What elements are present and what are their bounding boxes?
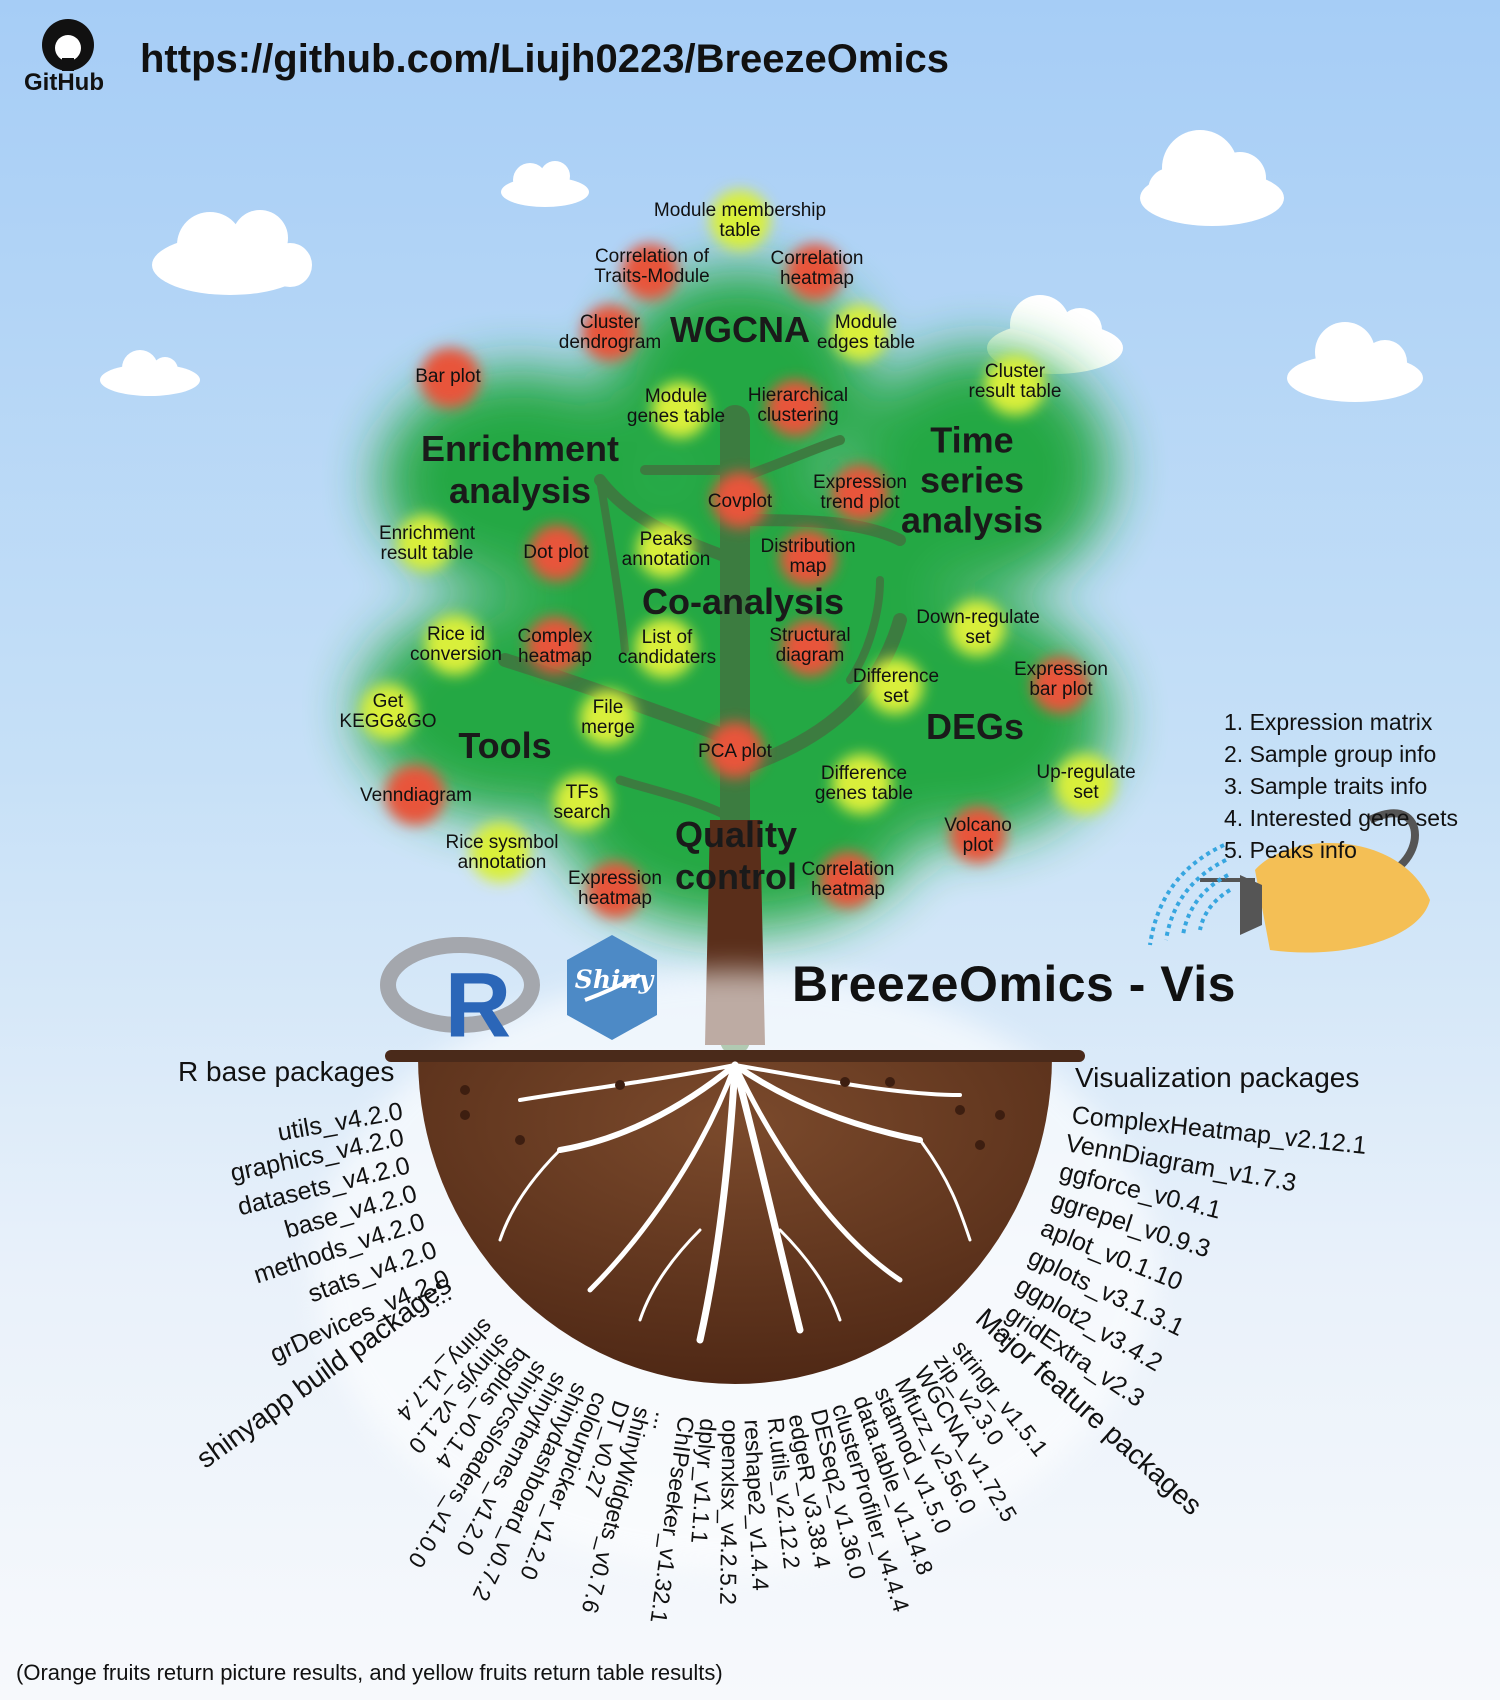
fruit-up-regulate-set[interactable]: Up-regulate set — [1036, 762, 1136, 803]
fruit-complex-heatmap[interactable]: Complex heatmap — [517, 626, 593, 667]
soil-pot — [418, 1057, 1052, 1384]
category-time-series-line1: Time — [930, 419, 1014, 461]
input-item: 2. Sample group info — [1224, 741, 1437, 767]
input-item: 3. Sample traits info — [1224, 773, 1428, 799]
fruit-bar-plot[interactable]: Bar plot — [415, 366, 481, 388]
fruit-distribution-map[interactable]: Distribution map — [760, 536, 856, 577]
input-item: 5. Peaks info — [1224, 837, 1357, 863]
footnote: (Orange fruits return picture results, a… — [16, 1660, 723, 1685]
fruit-enrichment-result-table[interactable]: Enrichment result table — [378, 523, 476, 564]
fruit-module-membership[interactable]: Module membership table — [653, 200, 827, 241]
fruit-down-regulate-set[interactable]: Down-regulate set — [916, 607, 1040, 648]
fruit-module-genes-table[interactable]: Module genes table — [626, 386, 726, 427]
fruit-tfs-search[interactable]: TFs search — [553, 782, 611, 823]
water-spray-icon — [1148, 843, 1232, 946]
ground-line — [385, 1050, 1085, 1062]
r-logo — [380, 937, 540, 1033]
fruit-expression-heatmap[interactable]: Expression heatmap — [568, 868, 662, 909]
fruit-cluster-dendrogram[interactable]: Cluster dendrogram — [558, 312, 662, 353]
category-qc-line1: Quality — [674, 814, 798, 856]
fruit-get-kegg-go[interactable]: Get KEGG&GO — [339, 691, 437, 732]
cloud-icon — [1287, 322, 1423, 402]
fruit-peaks-annotation[interactable]: Peaks annotation — [621, 529, 711, 570]
category-qc-line2: control — [675, 856, 797, 897]
category-enrichment-line1: Enrichment — [420, 428, 620, 470]
fruit-correlation-heatmap-wgcna[interactable]: Correlation heatmap — [770, 248, 864, 289]
fruit-venndiagram[interactable]: Venndiagram — [360, 785, 472, 807]
fruit-module-edges-table[interactable]: Module edges table — [816, 312, 916, 353]
fruit-cluster-result-table[interactable]: Cluster result table — [968, 361, 1062, 402]
fruit-difference-set[interactable]: Difference set — [852, 666, 940, 707]
github-label: GitHub — [24, 69, 104, 96]
cloud-icon — [501, 161, 589, 207]
soil-stones — [460, 1077, 1005, 1150]
category-degs: DEGs — [925, 706, 1025, 748]
roots — [498, 1061, 972, 1344]
r-logo-letter: R — [444, 954, 512, 1057]
fruit-difference-genes-table[interactable]: Difference genes table — [814, 763, 914, 804]
input-item: 4. Interested gene sets — [1224, 805, 1458, 831]
fruit-correlation-heatmap-qc[interactable]: Correlation heatmap — [801, 859, 895, 900]
fruit-rice-id-conversion[interactable]: Rice id conversion — [410, 624, 502, 665]
fruit-group — [360, 190, 1115, 918]
fruit-expression-bar-plot[interactable]: Expression bar plot — [1014, 659, 1108, 700]
category-enrichment-line2: analysis — [448, 470, 592, 511]
github-icon — [42, 19, 94, 71]
cloud-icon — [1140, 130, 1284, 226]
category-time-series-line3: analysis — [900, 498, 1044, 540]
fruit-file-merge[interactable]: File merge — [581, 697, 635, 738]
repository-url-link[interactable]: https://github.com/Liujh0223/BreezeOmics — [140, 37, 950, 81]
cloud-icon — [100, 350, 200, 396]
fruit-list-of-candidaters[interactable]: List of candidaters — [617, 627, 717, 668]
fruit-volcano-plot[interactable]: Volcano plot — [944, 815, 1012, 856]
category-coanalysis: Co-analysis — [641, 581, 845, 623]
shiny-logo — [567, 935, 657, 1040]
radial-package: openxlsx_v4.2.5.2 — [715, 1419, 744, 1606]
fruit-expression-trend-plot[interactable]: Expression trend plot — [813, 472, 907, 513]
fruit-structural-diagram[interactable]: Structural diagram — [769, 625, 851, 666]
fruit-correlation-traits-module[interactable]: Correlation of Traits-Module — [594, 246, 710, 287]
app-title: BreezeOmics - Vis — [792, 956, 1236, 1012]
fruit-hierarchical-clustering[interactable]: Hierarchical clustering — [747, 385, 849, 426]
category-tools: Tools — [458, 725, 552, 767]
input-list: 1. Expression matrix 2. Sample group inf… — [1224, 710, 1458, 870]
fruit-pca-plot[interactable]: PCA plot — [698, 741, 772, 763]
fruit-covplot[interactable]: Covplot — [707, 491, 773, 513]
cloud-icon — [152, 210, 312, 295]
fruit-dot-plot[interactable]: Dot plot — [523, 542, 589, 564]
category-time-series-line2: series — [919, 459, 1025, 501]
r-base-heading: R base packages — [178, 1056, 395, 1087]
input-item: 1. Expression matrix — [1224, 709, 1433, 735]
category-wgcna: WGCNA — [670, 309, 810, 351]
vis-packages-heading: Visualization packages — [1075, 1062, 1360, 1093]
fruit-rice-symbol-annotation[interactable]: Rice sysmbol annotation — [445, 832, 559, 873]
watering-can-icon — [1200, 809, 1430, 953]
shiny-logo-text: Shiny — [574, 964, 654, 994]
